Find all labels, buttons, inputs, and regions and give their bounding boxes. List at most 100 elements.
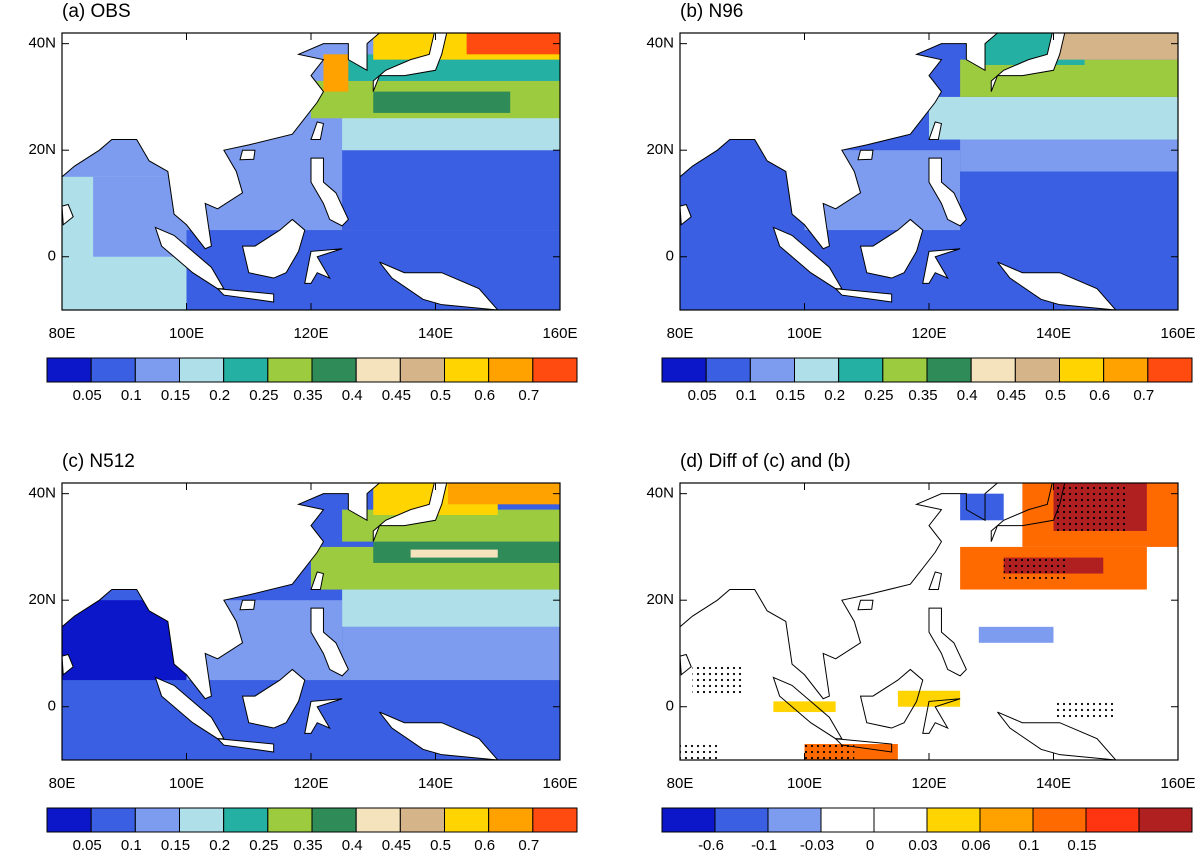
x-tick-label: 160E <box>542 775 577 792</box>
field-region <box>410 549 498 558</box>
stipple <box>1053 701 1116 718</box>
stipple <box>680 744 718 760</box>
colorbar-label: 0.1 <box>1019 837 1040 852</box>
x-tick-label: 100E <box>169 775 204 792</box>
y-tick-label: 0 <box>666 248 674 265</box>
colorbar-label: -0.1 <box>751 837 777 852</box>
x-tick-label: 160E <box>1160 325 1195 342</box>
colorbar-box <box>134 357 180 383</box>
x-tick-label: 100E <box>787 775 822 792</box>
colorbar-box <box>661 807 716 833</box>
colorbar-box <box>90 357 136 383</box>
map-panel: (b) N96 80E 100E 120E 140E 160E 40N 20N 0 0.05 0.1… <box>646 1 1195 404</box>
colorbar-box <box>399 807 446 833</box>
field-region <box>1053 33 1178 60</box>
colorbar-box <box>267 357 313 383</box>
coastline <box>310 121 325 141</box>
coastline <box>372 483 448 542</box>
colorbar-box <box>134 807 180 833</box>
colorbar-label: 0.4 <box>342 837 363 852</box>
colorbar-box <box>46 357 92 383</box>
colorbar-label: 0.2 <box>209 837 230 852</box>
coastline <box>310 607 349 677</box>
colorbar-label: 0.5 <box>430 387 451 404</box>
x-tick-label: 80E <box>49 325 76 342</box>
x-tick-label: 80E <box>667 325 694 342</box>
colorbar-box <box>444 807 490 833</box>
coastline <box>928 157 967 227</box>
colorbar-box <box>705 357 751 383</box>
colorbar-box <box>488 357 534 383</box>
colorbar-label: 0.6 <box>474 837 495 852</box>
coastline <box>928 607 967 677</box>
colorbar-label: 0.45 <box>382 387 411 404</box>
colorbar-box <box>1032 807 1087 833</box>
colorbar-box <box>488 807 534 833</box>
colorbar-label: 0 <box>866 837 874 852</box>
colorbar-label: 0.06 <box>961 837 990 852</box>
colorbar-label: 0.35 <box>908 387 937 404</box>
y-tick-label: 20N <box>646 591 674 608</box>
colorbar-label: 0.7 <box>1133 387 1154 404</box>
coastline <box>834 738 893 753</box>
colorbar-label: 0.4 <box>342 387 363 404</box>
field-region <box>342 150 560 231</box>
coastline <box>680 33 999 250</box>
colorbar-label: 0.1 <box>736 387 757 404</box>
y-tick-label: 0 <box>48 248 56 265</box>
coastline <box>62 33 381 250</box>
y-tick-label: 20N <box>28 141 56 158</box>
stipple <box>1053 483 1129 531</box>
colorbar-label: 0.7 <box>518 387 539 404</box>
x-tick-label: 140E <box>418 775 453 792</box>
x-tick-label: 120E <box>293 325 328 342</box>
stipple <box>804 744 855 760</box>
colorbar-box <box>1014 357 1060 383</box>
y-tick-label: 40N <box>28 485 56 502</box>
y-tick-label: 20N <box>646 141 674 158</box>
coastline <box>310 157 349 227</box>
coastline <box>372 33 448 92</box>
colorbar-label: 0.05 <box>73 387 102 404</box>
colorbar-box <box>1059 357 1105 383</box>
colorbar-box <box>532 807 578 833</box>
x-tick-label: 80E <box>667 775 694 792</box>
colorbar-label: 0.1 <box>121 387 142 404</box>
colorbar-box <box>223 357 269 383</box>
y-tick-label: 0 <box>666 698 674 715</box>
colorbar-box <box>714 807 769 833</box>
field-region <box>773 701 836 713</box>
x-tick-label: 160E <box>1160 775 1195 792</box>
colorbar-label: -0.6 <box>698 837 724 852</box>
x-tick-label: 120E <box>293 775 328 792</box>
field-region <box>929 96 1178 140</box>
colorbar-box <box>90 807 136 833</box>
panel-title: (b) N96 <box>680 1 743 22</box>
colorbar-box <box>179 357 225 383</box>
colorbar-box <box>970 357 1016 383</box>
x-tick-label: 120E <box>911 325 946 342</box>
coastline <box>304 248 343 284</box>
coastline <box>62 483 381 700</box>
coastline <box>928 571 943 591</box>
field <box>62 483 560 760</box>
field <box>680 33 1178 310</box>
field-region <box>897 690 961 707</box>
colorbar-box <box>311 807 357 833</box>
colorbar-box <box>873 807 928 833</box>
colorbar-box <box>820 807 875 833</box>
colorbar: 0.05 0.1 0.15 0.2 0.25 0.35 0.4 0.45 0.5 0.6 0.7 <box>46 357 578 404</box>
colorbar-label: 0.15 <box>161 837 190 852</box>
coastline <box>857 599 874 611</box>
colorbar: -0.6 -0.1 -0.03 0 0.03 0.06 0.1 0.15 <box>661 807 1193 854</box>
field-region <box>466 33 560 55</box>
colorbar-label: 0.15 <box>776 387 805 404</box>
coastline <box>857 149 874 161</box>
colorbar-box <box>355 807 401 833</box>
field-region <box>447 483 560 505</box>
field <box>680 483 1178 760</box>
colorbar-box <box>1085 807 1140 833</box>
stipple <box>692 664 743 697</box>
coastline <box>922 698 961 734</box>
